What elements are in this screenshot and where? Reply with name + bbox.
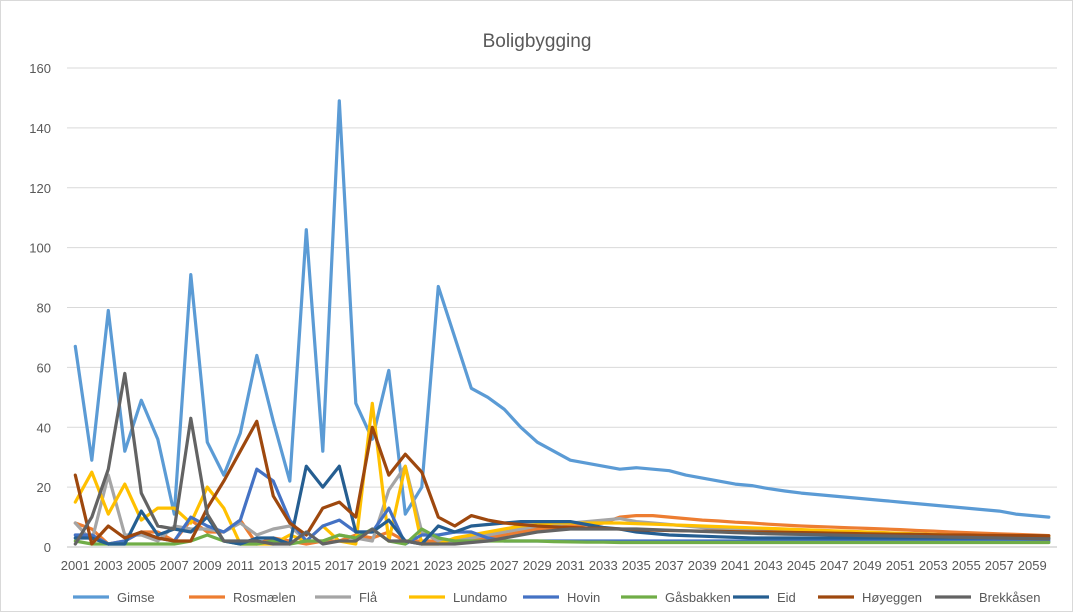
x-tick-label: 2021 (391, 558, 420, 573)
y-tick-label: 140 (29, 121, 51, 136)
y-tick-label: 60 (37, 360, 51, 375)
x-tick-label: 2055 (952, 558, 981, 573)
y-tick-label: 0 (44, 540, 51, 555)
y-tick-label: 100 (29, 241, 51, 256)
x-tick-label: 2007 (160, 558, 189, 573)
y-tick-label: 20 (37, 480, 51, 495)
x-tick-label: 2047 (820, 558, 849, 573)
x-tick-label: 2023 (424, 558, 453, 573)
legend-label: Hovin (567, 590, 600, 605)
series-line-gimse (73, 99, 1051, 519)
x-tick-label: 2003 (94, 558, 123, 573)
x-tick-label: 2045 (787, 558, 816, 573)
x-tick-label: 2015 (292, 558, 321, 573)
x-tick-label: 2027 (490, 558, 519, 573)
x-axis-ticks: 2001 2003 2005 2007 2009 2011 2013 2015 2017 2019… (61, 558, 1047, 573)
x-tick-label: 2001 (61, 558, 90, 573)
legend-label: Høyeggen (862, 590, 922, 605)
chart-title: Boligbygging (483, 31, 592, 52)
y-tick-label: 120 (29, 181, 51, 196)
legend-label: Eid (777, 590, 796, 605)
x-tick-label: 2017 (325, 558, 354, 573)
x-tick-label: 2005 (127, 558, 156, 573)
x-tick-label: 2041 (721, 558, 750, 573)
series-line-h-yeggen (73, 419, 1051, 546)
x-tick-label: 2043 (754, 558, 783, 573)
y-axis-ticks: 0 20 40 60 80 100 120 140 160 (29, 61, 51, 555)
y-tick-label: 160 (29, 61, 51, 76)
legend: Gimse Rosmælen Flå Lundamo Hovin Gåsbakken Eid… (73, 590, 1040, 605)
series-lines (73, 99, 1051, 546)
x-tick-label: 2019 (358, 558, 387, 573)
legend-label: Lundamo (453, 590, 507, 605)
x-tick-label: 2035 (622, 558, 651, 573)
legend-label: Gåsbakken (665, 590, 731, 605)
x-tick-label: 2011 (226, 558, 254, 573)
legend-label: Flå (359, 590, 378, 605)
x-tick-label: 2009 (193, 558, 222, 573)
x-tick-label: 2051 (886, 558, 915, 573)
y-tick-label: 40 (37, 420, 51, 435)
x-tick-label: 2031 (556, 558, 585, 573)
x-tick-label: 2033 (589, 558, 618, 573)
legend-label: Brekkåsen (979, 590, 1040, 605)
legend-label: Rosmælen (233, 590, 296, 605)
x-tick-label: 2029 (523, 558, 552, 573)
y-tick-label: 80 (37, 301, 51, 316)
x-tick-label: 2053 (919, 558, 948, 573)
series-line-eid (73, 464, 1051, 546)
x-tick-label: 2059 (1018, 558, 1047, 573)
series-line-brekk-sen (73, 371, 1051, 546)
x-tick-label: 2013 (259, 558, 288, 573)
x-tick-label: 2049 (853, 558, 882, 573)
x-tick-label: 2057 (985, 558, 1014, 573)
gridlines (67, 67, 1057, 548)
x-tick-label: 2025 (457, 558, 486, 573)
x-tick-label: 2039 (688, 558, 717, 573)
x-tick-label: 2037 (655, 558, 684, 573)
legend-label: Gimse (117, 590, 155, 605)
